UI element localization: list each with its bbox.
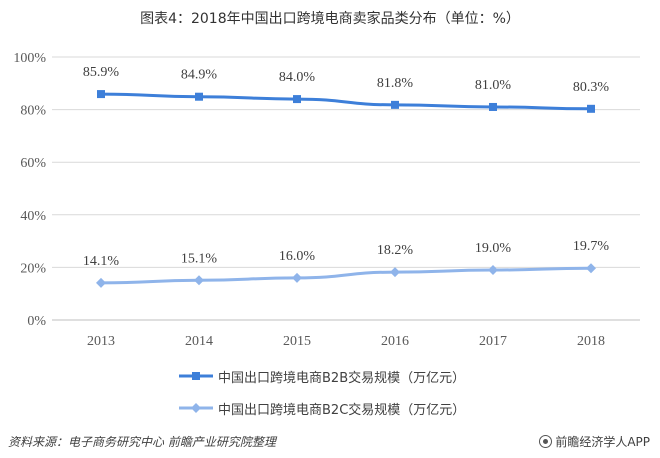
legend-swatch-b2b xyxy=(179,372,213,380)
x-tick-label: 2016 xyxy=(381,334,409,349)
data-point-b2b xyxy=(587,104,595,113)
y-tick-label: 60% xyxy=(20,156,46,171)
data-label-b2b: 84.0% xyxy=(279,70,316,85)
x-tick-label: 2017 xyxy=(479,334,507,349)
y-tick-label: 100% xyxy=(13,51,46,66)
brand-name: 前瞻经济学人APP xyxy=(555,435,650,449)
data-label-b2b: 85.9% xyxy=(83,65,120,80)
data-label-b2b: 81.8% xyxy=(377,76,414,91)
data-label-b2c: 14.1% xyxy=(83,254,120,269)
data-label-b2c: 15.1% xyxy=(181,251,218,266)
chart-title: 图表4：2018年中国出口跨境电商卖家品类分布（单位：%） xyxy=(140,11,520,27)
x-tick-label: 2015 xyxy=(283,334,311,349)
series-line-b2b xyxy=(100,92,592,111)
legend-label-b2b: 中国出口跨境电商B2B交易规模（万亿元） xyxy=(218,370,466,386)
data-label-b2b: 80.3% xyxy=(573,80,610,95)
y-tick-label: 0% xyxy=(27,314,46,329)
data-point-b2c xyxy=(194,275,204,286)
data-point-b2c xyxy=(390,267,400,278)
data-point-b2c xyxy=(292,272,302,283)
legend-item-b2b: 中国出口跨境电商B2B交易规模（万亿元） xyxy=(178,366,465,386)
data-label-b2c: 18.2% xyxy=(377,243,414,258)
legend-item-b2c: 中国出口跨境电商B2C交易规模（万亿元） xyxy=(178,398,465,418)
brand-logo-icon xyxy=(539,435,553,448)
data-label-b2c: 19.7% xyxy=(573,239,610,254)
data-point-b2b xyxy=(97,90,105,99)
y-tick-label: 20% xyxy=(20,261,46,276)
data-point-b2c xyxy=(96,277,106,288)
data-label-b2b: 81.0% xyxy=(475,78,512,93)
x-tick-label: 2014 xyxy=(185,334,213,349)
source-note: 资料来源：电子商务研究中心 前瞻产业研究院整理 xyxy=(8,435,276,449)
line-chart: 0% 20% 40% 60% 80% 100% 2013 2014 2015 2016 2017 20… xyxy=(13,51,640,349)
y-tick-label: 40% xyxy=(20,209,46,224)
data-label-b2b: 84.9% xyxy=(181,68,218,83)
data-point-b2c xyxy=(586,263,596,274)
data-point-b2b xyxy=(293,95,301,104)
data-point-b2b xyxy=(489,102,497,111)
x-tick-label: 2018 xyxy=(577,334,605,349)
legend-label-b2c: 中国出口跨境电商B2C交易规模（万亿元） xyxy=(218,402,466,418)
data-point-b2c xyxy=(488,265,498,276)
data-point-b2b xyxy=(391,100,399,109)
data-point-b2b xyxy=(195,92,203,101)
brand-badge: 前瞻经济学人APP xyxy=(539,433,650,450)
legend-swatch-b2c xyxy=(179,403,213,413)
y-tick-label: 80% xyxy=(20,104,46,119)
data-label-b2c: 16.0% xyxy=(279,249,316,264)
legend: 中国出口跨境电商B2B交易规模（万亿元） 中国出口跨境电商B2C交易规模（万亿元… xyxy=(178,366,465,430)
data-label-b2c: 19.0% xyxy=(475,241,512,256)
series-line-b2c xyxy=(100,266,592,285)
x-tick-label: 2013 xyxy=(87,334,115,349)
